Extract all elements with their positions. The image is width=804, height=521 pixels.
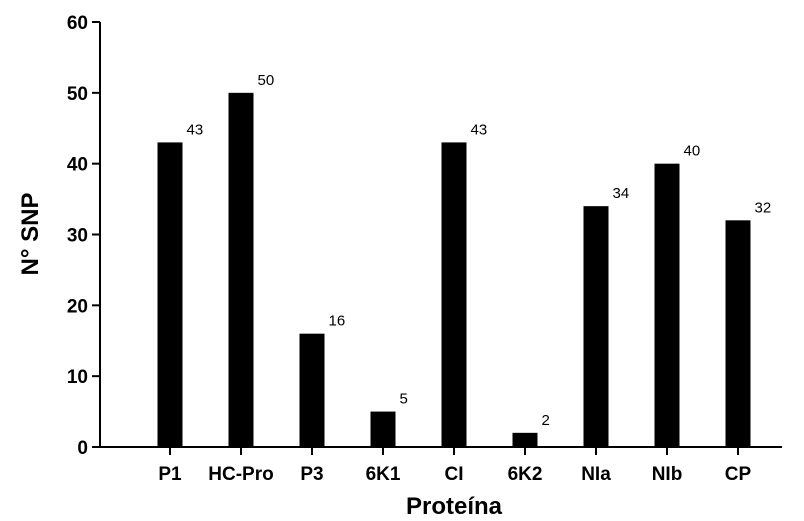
data-label-hc-pro: 50: [258, 72, 275, 89]
x-tick-label-6k1: 6K1: [366, 464, 401, 485]
x-tick-label-ci: CI: [445, 464, 464, 485]
y-tick-label: 30: [67, 226, 88, 247]
data-label-ci: 43: [471, 121, 488, 138]
bar-nia: [583, 206, 609, 447]
data-label-6k1: 5: [400, 391, 408, 408]
bar-cp: [725, 220, 751, 447]
y-tick-label: 20: [67, 296, 88, 317]
bars: [157, 92, 751, 447]
data-label-cp: 32: [755, 199, 772, 216]
x-tick-label-nia: NIa: [581, 464, 611, 485]
x-tick-label-p3: P3: [300, 464, 323, 485]
x-tick-label-cp: CP: [725, 464, 752, 485]
data-label-nib: 40: [684, 143, 701, 160]
y-tick-label: 40: [67, 155, 88, 176]
y-tick-label: 60: [67, 13, 88, 34]
bar-p1: [157, 142, 183, 447]
data-label-p3: 16: [329, 313, 346, 330]
data-labels: 43 50 16 5 43 2 34 40 32: [187, 72, 772, 429]
bar-ci: [441, 142, 467, 447]
x-tick-label-p1: P1: [158, 464, 182, 485]
bar-6k1: [370, 411, 396, 447]
data-label-nia: 34: [613, 185, 630, 202]
bar-p3: [299, 333, 325, 447]
bar-nib: [654, 163, 680, 447]
x-tick-label-hc-pro: HC-Pro: [208, 464, 273, 485]
y-tick-label: 50: [67, 84, 88, 105]
x-axis: [100, 446, 782, 455]
x-axis-title: Proteína: [406, 493, 503, 520]
bar-6k2: [512, 432, 538, 447]
data-label-6k2: 2: [542, 412, 550, 429]
bar-hc-pro: [228, 92, 254, 447]
y-axis-title: N° SNP: [17, 193, 44, 276]
x-tick-label-6k2: 6K2: [508, 464, 543, 485]
data-label-p1: 43: [187, 121, 204, 138]
x-tick-label-nib: NIb: [652, 464, 683, 485]
y-tick-labels: 0 10 20 30 40 50 60: [67, 13, 88, 459]
y-axis: [92, 21, 101, 448]
y-tick-label: 0: [77, 438, 88, 459]
x-tick-labels: P1 HC-Pro P3 6K1 CI 6K2 NIa NIb CP: [158, 464, 751, 485]
y-tick-label: 10: [67, 367, 88, 388]
